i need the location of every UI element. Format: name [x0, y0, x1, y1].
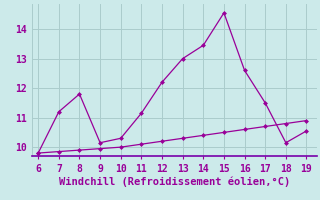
- X-axis label: Windchill (Refroidissement éolien,°C): Windchill (Refroidissement éolien,°C): [59, 176, 290, 187]
